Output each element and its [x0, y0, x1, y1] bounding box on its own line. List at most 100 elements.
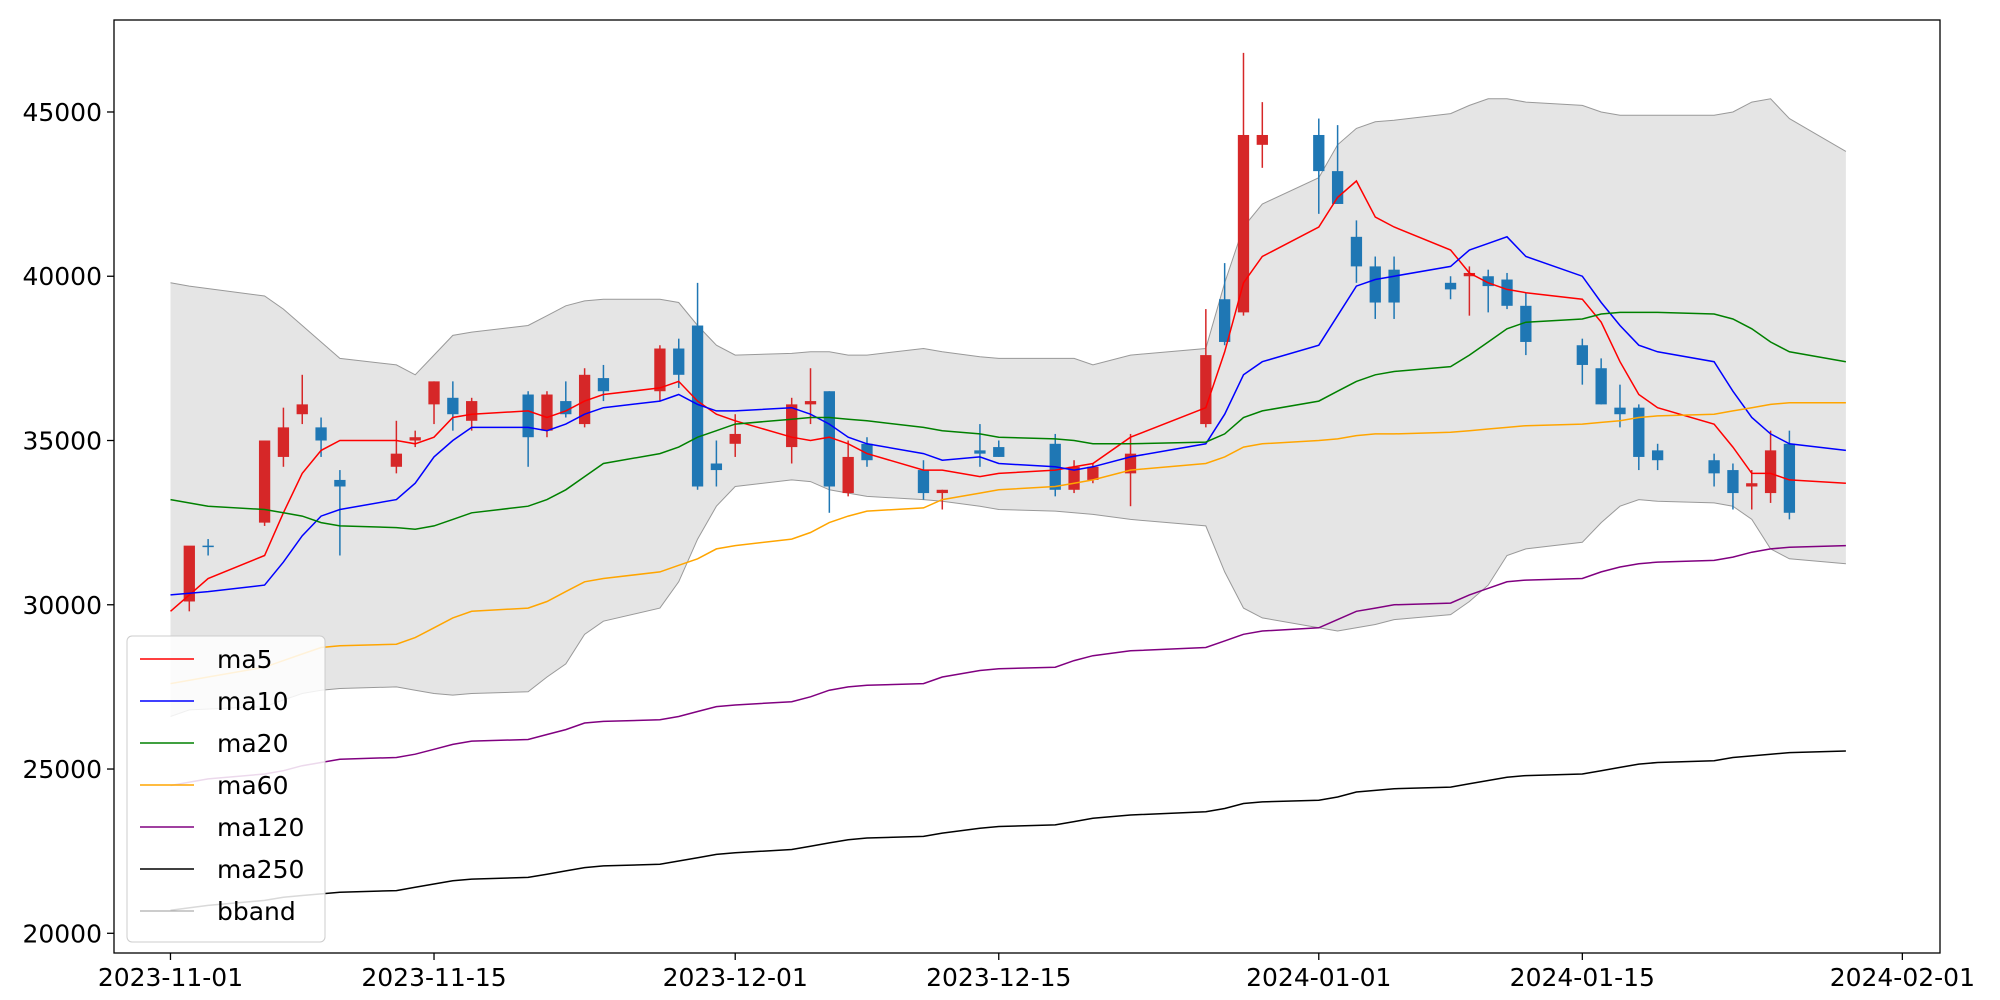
candle: [1633, 404, 1645, 471]
x-tick-label: 2023-12-15: [926, 963, 1071, 992]
candle: [1764, 430, 1777, 503]
candle: [258, 440, 271, 526]
y-axis: 20000 25000 30000 35000 40000 45000: [22, 98, 114, 948]
candle: [1444, 276, 1457, 300]
candle: [786, 397, 798, 464]
candles-layer: [183, 52, 1796, 612]
candle-body: [597, 378, 610, 392]
candle: [1219, 263, 1231, 346]
candle: [1482, 269, 1494, 313]
x-tick-label: 2023-12-01: [663, 963, 808, 992]
candle-body: [334, 479, 346, 487]
candle: [1388, 256, 1400, 319]
legend-item-ma120: ma120: [140, 813, 304, 842]
legend-label: ma20: [217, 729, 288, 758]
y-tick-label: 35000: [22, 427, 102, 456]
candle-body: [466, 401, 478, 421]
candle-body: [1614, 407, 1626, 415]
candle: [578, 368, 591, 428]
candle: [974, 424, 986, 467]
candle-body: [654, 348, 666, 392]
candle: [1708, 453, 1720, 487]
candle-body: [1369, 266, 1381, 303]
candle-body: [1087, 466, 1099, 480]
candle-body: [673, 348, 685, 375]
candle-body: [277, 427, 290, 457]
candle: [823, 391, 835, 513]
candle-body: [315, 427, 327, 441]
candle-body: [842, 456, 854, 494]
x-tick-label: 2024-01-15: [1510, 963, 1655, 992]
candle-body: [993, 447, 1005, 457]
candle-body: [823, 391, 835, 487]
candle-body: [691, 325, 704, 487]
candle: [447, 381, 459, 431]
legend-item-ma60: ma60: [140, 771, 288, 800]
candle: [654, 345, 666, 402]
candle-body: [936, 489, 948, 494]
candle-body: [428, 381, 440, 405]
candle: [1501, 272, 1513, 310]
candle-body: [447, 397, 459, 415]
candle-body: [786, 404, 798, 448]
candle: [1313, 118, 1325, 214]
legend-item-ma20: ma20: [140, 729, 288, 758]
ma20-line: [170, 311, 1847, 530]
legend-label: ma10: [217, 687, 288, 716]
candle-body: [1727, 470, 1739, 494]
candle-body: [917, 470, 930, 494]
candle: [390, 420, 403, 474]
x-tick-label: 2023-11-01: [98, 963, 243, 992]
y-tick-label: 20000: [22, 919, 102, 948]
candle-body: [710, 463, 723, 471]
legend-label: ma5: [217, 645, 273, 674]
candle-body: [1388, 269, 1400, 303]
candle-body: [258, 440, 271, 523]
candle-body: [1482, 276, 1494, 287]
x-axis: 2023-11-01 2023-11-15 2023-12-01 2023-12-15…: [98, 953, 1975, 992]
candle-body: [1256, 134, 1268, 145]
candle-body: [1520, 305, 1532, 342]
candle-body: [541, 394, 553, 431]
candle: [691, 282, 704, 490]
candle: [1746, 470, 1758, 510]
ma10-line: [170, 235, 1846, 596]
y-tick-label: 40000: [22, 262, 102, 291]
candle: [428, 381, 440, 425]
candle-body: [1501, 279, 1513, 306]
candle-body: [183, 545, 195, 602]
legend-label: ma120: [217, 813, 304, 842]
candle-body: [1068, 466, 1080, 490]
candle-body: [1331, 171, 1344, 204]
candle: [917, 460, 930, 500]
candle-body: [1219, 299, 1231, 342]
candle: [1783, 430, 1796, 520]
candle: [334, 470, 346, 556]
candle: [1350, 220, 1363, 283]
bollinger-band-layer: [170, 98, 1847, 717]
candle-body: [1576, 345, 1588, 365]
legend-item-ma5: ma5: [140, 645, 273, 674]
bband-upper-line: [170, 98, 1847, 376]
candle-body: [1764, 450, 1777, 494]
x-tick-label: 2024-01-01: [1246, 963, 1391, 992]
candle: [296, 374, 308, 425]
legend-label: ma60: [217, 771, 288, 800]
candle-body: [729, 433, 741, 444]
candle-body: [202, 545, 214, 548]
candle-body: [1313, 134, 1325, 172]
candle: [1237, 52, 1250, 316]
legend-box: [126, 635, 326, 943]
candle: [1595, 358, 1607, 405]
candle-body: [522, 394, 534, 438]
legend-label: bband: [217, 897, 296, 926]
y-tick-label: 25000: [22, 755, 102, 784]
ma120-line: [170, 544, 1846, 787]
legend-item-bband: bband: [140, 897, 296, 926]
candle-body: [578, 374, 591, 425]
candle-body: [1237, 134, 1250, 313]
candle: [202, 539, 214, 556]
x-tick-label: 2023-11-15: [361, 963, 506, 992]
legend: ma5 ma10 ma20 ma60 ma120 ma250 bband: [126, 635, 326, 943]
candle: [522, 391, 534, 467]
